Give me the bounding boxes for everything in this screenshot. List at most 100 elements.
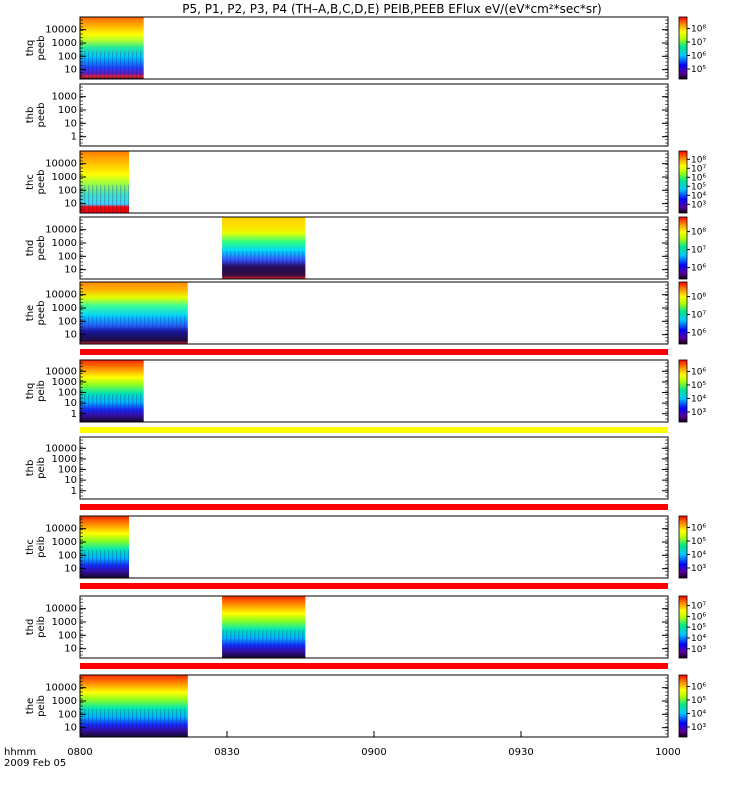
data-streak — [294, 630, 296, 658]
data-streak — [128, 51, 130, 79]
data-streak — [100, 51, 102, 79]
y-tick-label: 100 — [58, 51, 77, 62]
data-streak — [100, 550, 102, 578]
y-tick-label: 100 — [58, 185, 77, 196]
panel-ylabel: peeb — [36, 103, 47, 128]
colorbar — [678, 281, 688, 345]
data-streak — [226, 630, 228, 658]
data-streak — [108, 316, 110, 344]
data-streak — [230, 630, 232, 658]
data-streak — [242, 251, 244, 279]
data-streak — [84, 709, 86, 737]
data-streak — [120, 709, 122, 737]
data-streak — [294, 251, 296, 279]
data-streak — [96, 185, 98, 213]
colorbar-tick-label: 10⁵ — [691, 623, 706, 633]
data-streak — [238, 630, 240, 658]
data-streak — [116, 316, 118, 344]
data-streak — [108, 394, 110, 422]
colorbar-tick-label: 10⁴ — [691, 634, 706, 644]
data-streak — [282, 630, 284, 658]
data-streak — [266, 630, 268, 658]
data-streak — [100, 394, 102, 422]
panel-ylabel: thb — [25, 460, 36, 477]
data-streak — [84, 550, 86, 578]
y-tick-label: 1000 — [52, 537, 77, 548]
time-axis-label: hhmm — [4, 747, 36, 758]
data-streak — [172, 709, 174, 737]
data-streak — [84, 316, 86, 344]
y-tick-label: 1000 — [52, 303, 77, 314]
panel-ylabel: peib — [36, 536, 47, 558]
data-streak — [84, 185, 86, 213]
panel-frame — [79, 16, 669, 80]
y-tick-label: 10 — [64, 65, 77, 76]
panel-frame — [79, 216, 669, 280]
data-streak — [112, 394, 114, 422]
spacer-stripe — [80, 663, 668, 669]
data-streak — [140, 316, 142, 344]
y-tick-label: 1000 — [52, 377, 77, 388]
data-streak — [96, 394, 98, 422]
data-streak — [258, 630, 260, 658]
data-streak — [302, 251, 304, 279]
colorbar-tick-label: 10³ — [691, 564, 706, 574]
data-streak — [108, 185, 110, 213]
colorbar-tick-label: 10⁷ — [691, 602, 706, 612]
data-streak — [96, 51, 98, 79]
data-streak — [88, 394, 90, 422]
time-axis-date: 2009 Feb 05 — [4, 758, 66, 769]
data-streak — [282, 251, 284, 279]
colorbar-tick-label: 10⁷ — [691, 311, 706, 321]
panel-ylabel: thc — [25, 174, 36, 190]
data-streak — [222, 630, 224, 658]
data-streak — [290, 251, 292, 279]
data-streak — [100, 185, 102, 213]
data-streak — [148, 709, 150, 737]
data-streak — [262, 251, 264, 279]
y-tick-label: 10000 — [45, 159, 77, 170]
data-streak — [88, 185, 90, 213]
panel-thq-peeb: 10 100 1000 10000 thq peeb 10⁵ 10⁶ 10⁷ 10⁸ — [25, 16, 706, 80]
data-streak — [128, 550, 130, 578]
data-streak — [112, 316, 114, 344]
y-tick-label: 1000 — [52, 617, 77, 628]
data-streak — [128, 394, 130, 422]
y-tick-label: 1000 — [52, 38, 77, 49]
data-streak — [136, 51, 138, 79]
data-streak — [250, 630, 252, 658]
panel-frame — [79, 359, 669, 423]
y-tick-label: 100 — [58, 388, 77, 399]
data-streak — [100, 316, 102, 344]
y-tick-label: 10 — [64, 199, 77, 210]
data-streak — [152, 709, 154, 737]
y-tick-label: 1 — [71, 132, 77, 143]
y-tick-label: 10 — [64, 723, 77, 734]
data-streak — [132, 709, 134, 737]
data-streak — [298, 251, 300, 279]
x-tick-label: 0900 — [361, 747, 386, 758]
panel-ylabel: thc — [25, 539, 36, 555]
data-streak — [144, 316, 146, 344]
data-streak — [100, 709, 102, 737]
spacer-stripe — [80, 504, 668, 510]
data-streak — [104, 709, 106, 737]
data-streak — [116, 709, 118, 737]
colorbar-tick-label: 10⁷ — [691, 246, 706, 256]
y-tick-label: 100 — [58, 316, 77, 327]
data-streak — [246, 251, 248, 279]
data-streak — [116, 185, 118, 213]
colorbar-tick-label: 10³ — [691, 645, 706, 655]
colorbar — [678, 515, 688, 579]
data-block — [80, 675, 188, 737]
data-streak — [96, 550, 98, 578]
data-block — [80, 516, 129, 578]
data-streak — [222, 251, 224, 279]
data-streak — [88, 51, 90, 79]
data-streak — [184, 316, 186, 344]
data-streak — [176, 709, 178, 737]
